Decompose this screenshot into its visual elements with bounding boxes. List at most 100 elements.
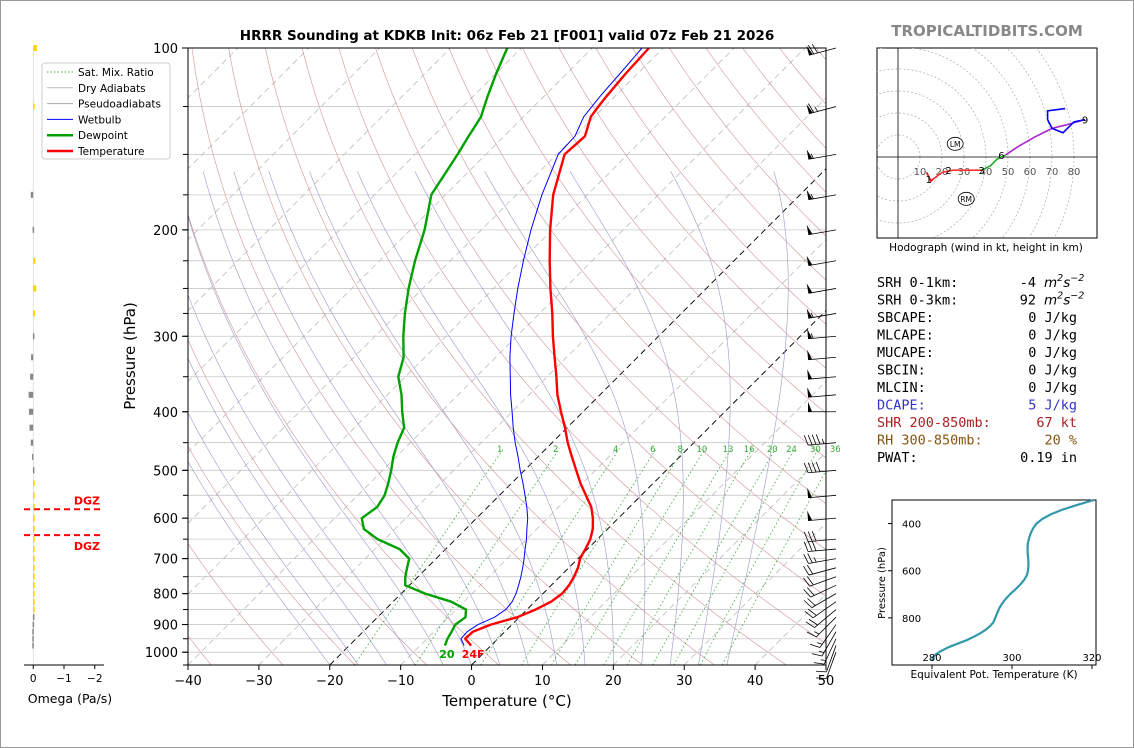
wind-barb-full xyxy=(807,103,815,113)
y-tick-label: 100 xyxy=(153,42,178,57)
wind-barb-full xyxy=(803,435,809,446)
wind-barb-half xyxy=(814,106,818,112)
wind-barb xyxy=(806,103,837,115)
mixing-ratio-label: 16 xyxy=(744,445,755,455)
dgz-label: DGZ xyxy=(74,494,100,507)
wind-barb-full xyxy=(811,653,823,657)
wind-barb-flag xyxy=(806,283,813,294)
wind-barb-shaft xyxy=(808,356,837,361)
wind-barb-flag xyxy=(806,45,813,56)
dewpoint-profile-line xyxy=(360,48,509,647)
hodograph-segment xyxy=(1046,107,1086,134)
stat-label: MLCIN: xyxy=(877,380,926,396)
wind-barb-half xyxy=(810,312,814,318)
wind-barb-shaft xyxy=(808,494,837,499)
wind-barb-shaft xyxy=(808,517,837,521)
omega-bar xyxy=(33,606,35,613)
wind-barb-shaft xyxy=(810,584,837,598)
mixing-ratio-line xyxy=(721,469,826,665)
omega-bar xyxy=(32,614,35,621)
isotherm-line xyxy=(683,522,826,665)
dry-adiabat-line xyxy=(558,48,826,369)
wind-barb-half xyxy=(818,650,825,653)
wind-barb xyxy=(803,531,837,542)
mixing-ratio-line xyxy=(414,448,560,665)
wind-barb xyxy=(803,553,837,564)
x-tick-label: −10 xyxy=(387,674,414,689)
wind-barb-full xyxy=(806,576,814,586)
dry-adiabat-line xyxy=(411,48,826,550)
wind-barb-full xyxy=(807,608,817,616)
omega-bar xyxy=(30,373,34,380)
dry-adiabat-line xyxy=(188,213,499,665)
stat-value: 5 J/kg xyxy=(1028,398,1077,414)
wind-barb-flag xyxy=(806,255,813,266)
stat-value: -4 xyxy=(1020,275,1036,291)
theta-e-y-tick-label: 400 xyxy=(902,520,921,531)
dry-adiabat-line xyxy=(191,48,571,665)
wind-barb-full xyxy=(811,531,817,542)
omega-bar xyxy=(28,391,34,398)
y-tick-label: 1000 xyxy=(145,646,178,661)
wind-barb-full xyxy=(813,662,825,665)
wind-barb-shaft xyxy=(812,601,837,619)
theta-e-line xyxy=(930,498,1095,662)
wind-barb xyxy=(804,601,837,619)
wind-barb xyxy=(807,349,837,361)
omega-tick-label: −1 xyxy=(56,673,71,685)
hodograph-height-label: 6 xyxy=(998,151,1004,162)
omega-bar xyxy=(32,453,34,460)
wind-barb-flag xyxy=(807,369,813,380)
mixing-ratio-label: 30 xyxy=(810,445,821,455)
y-tick-label: 200 xyxy=(153,224,178,239)
wind-barb-shaft xyxy=(808,442,837,446)
wind-barb-flag xyxy=(806,149,813,160)
stat-value: 0 J/kg xyxy=(1028,345,1077,361)
mixing-ratio-label: 1 xyxy=(497,445,502,455)
wind-barb-flag xyxy=(806,189,813,200)
legend-entry: Dry Adiabats xyxy=(78,83,146,95)
x-tick-label: −20 xyxy=(316,674,343,689)
wind-barb-full xyxy=(811,462,817,473)
dry-adiabat-line xyxy=(228,48,643,665)
pseudoadiabat-line xyxy=(202,171,472,665)
theta-e-y-tick-label: 600 xyxy=(902,567,921,578)
legend-entry: Wetbulb xyxy=(78,114,122,126)
hodograph-ring-label: 70 xyxy=(1046,167,1059,178)
isotherm-line xyxy=(258,97,826,665)
omega-profile: DGZ DGZ 0 −1 −2 Omega (Pa/s) xyxy=(24,45,112,706)
omega-bar xyxy=(32,621,35,628)
isotherm-line xyxy=(188,48,735,595)
wind-barb-full xyxy=(807,531,813,542)
wind-barb-half xyxy=(821,438,825,444)
wind-barb-full xyxy=(803,553,809,564)
omega-bar xyxy=(33,492,35,499)
isotherm-line xyxy=(400,239,826,665)
wind-barb xyxy=(803,434,837,446)
hodograph-height-label: 3 xyxy=(978,166,984,177)
omega-bar xyxy=(33,285,37,292)
wind-barb-full xyxy=(805,621,815,628)
wind-barb xyxy=(809,624,837,648)
pseudoadiabat-line xyxy=(188,215,444,665)
wind-barb-full xyxy=(806,564,814,575)
legend-entry: Sat. Mix. Ratio xyxy=(78,67,154,79)
hodograph-segment xyxy=(932,169,982,180)
wind-barb-shaft xyxy=(826,652,837,679)
wind-barb-shaft xyxy=(808,394,837,398)
hodograph-segment xyxy=(981,154,1007,171)
wind-barb-full xyxy=(808,618,818,626)
wind-barb xyxy=(815,652,837,679)
wind-barb xyxy=(805,609,837,628)
wind-barb xyxy=(811,631,837,657)
wind-barb-half xyxy=(820,659,826,661)
isotherm-highlight-line xyxy=(329,168,826,665)
y-tick-label: 300 xyxy=(153,330,178,345)
legend-entry: Dewpoint xyxy=(78,130,128,142)
wind-barb-full xyxy=(815,461,821,472)
theta-e-frame xyxy=(891,499,1097,666)
site-brand[interactable]: TROPICALTIDBITS.COM xyxy=(891,22,1083,40)
omega-bar xyxy=(33,598,35,605)
